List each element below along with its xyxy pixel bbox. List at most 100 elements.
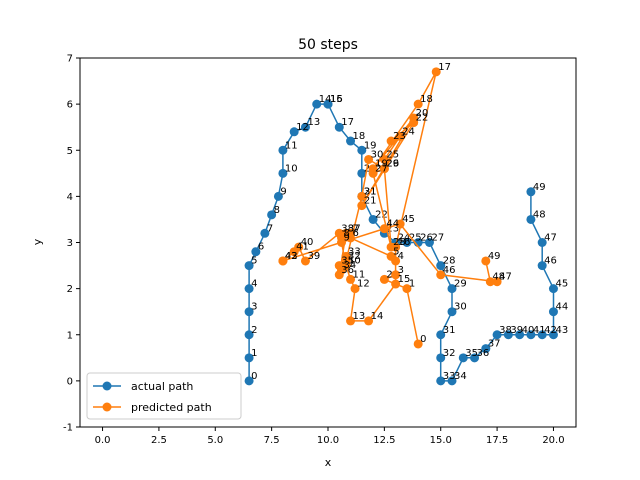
data-point — [436, 261, 446, 271]
point-label: 39 — [510, 325, 523, 336]
data-point — [278, 145, 288, 155]
point-label: 4 — [251, 279, 257, 290]
point-label: 49 — [533, 182, 546, 193]
legend-swatch-actual-marker — [102, 381, 112, 391]
data-point — [447, 284, 457, 294]
legend-box — [86, 372, 242, 420]
data-point — [395, 219, 405, 229]
x-tick-label: 17.5 — [486, 435, 508, 446]
data-point — [337, 238, 347, 247]
point-label: 12 — [296, 122, 309, 133]
data-point — [357, 201, 367, 211]
point-label: 23 — [393, 131, 406, 142]
x-tick-label: 0.0 — [95, 435, 111, 446]
data-point — [334, 270, 344, 280]
data-point — [244, 376, 254, 386]
data-point — [503, 330, 513, 340]
point-label: 24 — [402, 126, 415, 137]
data-point — [289, 247, 299, 257]
y-axis: -1 0 1 2 3 4 5 6 7 — [63, 54, 80, 434]
x-tick-label: 5.0 — [207, 435, 223, 446]
point-label: 7 — [353, 223, 359, 234]
data-point — [278, 168, 288, 178]
data-point — [548, 330, 558, 340]
data-point — [537, 330, 547, 340]
point-label: 26 — [386, 159, 399, 170]
point-label: 23 — [386, 223, 399, 234]
data-point — [436, 376, 446, 386]
point-label: 20 — [416, 108, 429, 119]
data-point — [357, 145, 367, 155]
point-label: 1 — [409, 279, 415, 290]
data-point — [537, 261, 547, 271]
point-label: 5 — [251, 256, 257, 267]
legend-swatch-predicted-marker — [102, 402, 112, 412]
data-point — [300, 122, 310, 132]
y-tick-label: 4 — [67, 192, 73, 203]
data-point — [386, 251, 396, 261]
point-label: 25 — [409, 233, 422, 244]
data-point — [391, 279, 401, 289]
point-label: 29 — [454, 279, 467, 290]
y-axis-title: y — [31, 238, 44, 245]
point-label: 6 — [258, 242, 264, 253]
data-point — [300, 256, 310, 266]
data-point — [334, 122, 344, 132]
data-point — [402, 238, 412, 247]
data-point — [357, 168, 367, 178]
y-tick-label: 3 — [67, 238, 73, 249]
point-label: 27 — [431, 233, 444, 244]
point-label: 35 — [465, 348, 478, 359]
data-point — [357, 191, 367, 201]
y-tick-label: 5 — [67, 146, 73, 157]
data-point — [413, 99, 423, 109]
x-tick-label: 15.0 — [430, 435, 452, 446]
point-label: 30 — [454, 302, 467, 313]
data-point — [350, 284, 360, 294]
y-tick-label: 0 — [67, 376, 73, 387]
data-point — [386, 136, 396, 146]
legend-label-predicted: predicted path — [131, 401, 212, 414]
point-label: 2 — [386, 269, 392, 280]
point-label: 31 — [364, 186, 377, 197]
data-point — [368, 214, 378, 224]
y-tick-label: 1 — [67, 330, 73, 341]
data-point — [447, 307, 457, 317]
point-label: 8 — [344, 228, 350, 239]
point-label: 34 — [454, 371, 467, 382]
point-label: 13 — [307, 117, 320, 128]
point-label: 22 — [375, 209, 388, 220]
data-point — [267, 210, 277, 220]
data-point — [341, 251, 351, 261]
point-label: 24 — [398, 233, 411, 244]
point-label: 14 — [371, 311, 384, 322]
point-label: 49 — [488, 251, 501, 262]
point-label: 27 — [375, 163, 388, 174]
point-label: 13 — [353, 311, 366, 322]
point-label: 37 — [348, 223, 361, 234]
data-point — [436, 270, 446, 280]
point-label: 46 — [443, 265, 456, 276]
data-point — [334, 228, 344, 238]
point-label: 33 — [443, 371, 456, 382]
data-point — [492, 330, 502, 340]
point-label: 2 — [251, 325, 257, 336]
y-tick-label: 6 — [67, 100, 73, 111]
point-label: 48 — [492, 272, 505, 283]
x-tick-label: 7.5 — [264, 435, 280, 446]
data-point — [409, 118, 419, 128]
data-point — [273, 191, 283, 201]
point-label: 36 — [341, 265, 354, 276]
point-label: 3 — [398, 265, 404, 276]
x-tick-label: 12.5 — [373, 435, 395, 446]
point-label: 6 — [353, 228, 359, 239]
data-point — [548, 284, 558, 294]
point-label: 0 — [420, 334, 426, 345]
point-label: 40 — [522, 325, 535, 336]
data-point — [244, 353, 254, 363]
data-point — [481, 256, 491, 266]
point-label: 17 — [438, 62, 451, 73]
data-point — [458, 353, 468, 363]
